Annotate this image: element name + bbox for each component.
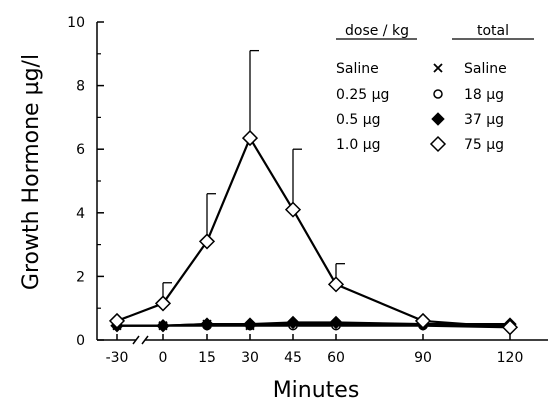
data-point: [156, 318, 170, 333]
x-tick-label: 15: [198, 350, 216, 366]
x-tick-label: 90: [414, 350, 432, 366]
legend-dose-label: 1.0 µg: [336, 137, 381, 153]
y-tick-label: 8: [76, 79, 85, 95]
x-tick-label: 45: [284, 350, 302, 366]
data-point: [329, 315, 343, 330]
legend-marker: [429, 135, 447, 153]
data-point: [241, 130, 259, 147]
legend-dose-label: Saline: [336, 61, 379, 77]
data-markers: [108, 130, 519, 336]
x-axis-title: Minutes: [273, 378, 360, 403]
legend: dose / kg total Saline Saline 0.25 µg 18 µg…: [336, 23, 534, 153]
y-tick-label: 6: [76, 142, 85, 158]
legend-marker: [433, 63, 443, 73]
x-tick-label: 120: [497, 350, 524, 366]
axes: 0 2 4 6 8 10 -30 0 15 30 45 60 90 120: [67, 15, 548, 366]
legend-rows: Saline Saline 0.25 µg 18 µg 0.5 µg 37 µg 1.0 µ…: [336, 61, 507, 153]
data-point: [284, 201, 302, 218]
x-tick-label: -30: [106, 350, 129, 366]
legend-dose-label: 0.25 µg: [336, 87, 389, 103]
y-tick-label: 10: [67, 15, 85, 31]
legend-total-label: 18 µg: [464, 87, 504, 103]
data-point: [108, 312, 126, 329]
legend-header-dose: dose / kg: [345, 23, 409, 39]
data-point: [200, 317, 214, 331]
legend-header-total: total: [477, 23, 509, 39]
y-tick-label: 4: [76, 206, 85, 222]
series-line: [117, 321, 510, 327]
legend-total-label: Saline: [464, 61, 507, 77]
legend-dose-label: 0.5 µg: [336, 112, 381, 128]
y-axis-title: Growth Hormone µg/l: [19, 54, 44, 290]
legend-marker: [431, 112, 445, 126]
x-tick-label: 30: [241, 350, 259, 366]
data-point: [198, 233, 216, 250]
axis-break-mark: [132, 335, 140, 345]
data-point: [327, 276, 345, 293]
axis-break-mark: [141, 335, 149, 345]
y-tick-label: 2: [76, 269, 85, 285]
legend-total-label: 37 µg: [464, 112, 504, 128]
series-lines: [116, 136, 511, 329]
data-point: [414, 312, 432, 329]
data-point: [286, 315, 300, 330]
x-tick-label: 0: [159, 350, 168, 366]
legend-marker: [433, 89, 443, 99]
y-tick-label: 0: [76, 333, 85, 349]
data-point: [243, 317, 257, 331]
legend-total-label: 75 µg: [464, 137, 504, 153]
x-tick-label: 60: [327, 350, 345, 366]
data-point: [501, 319, 519, 336]
series-line: [116, 136, 511, 329]
data-point: [154, 295, 172, 312]
